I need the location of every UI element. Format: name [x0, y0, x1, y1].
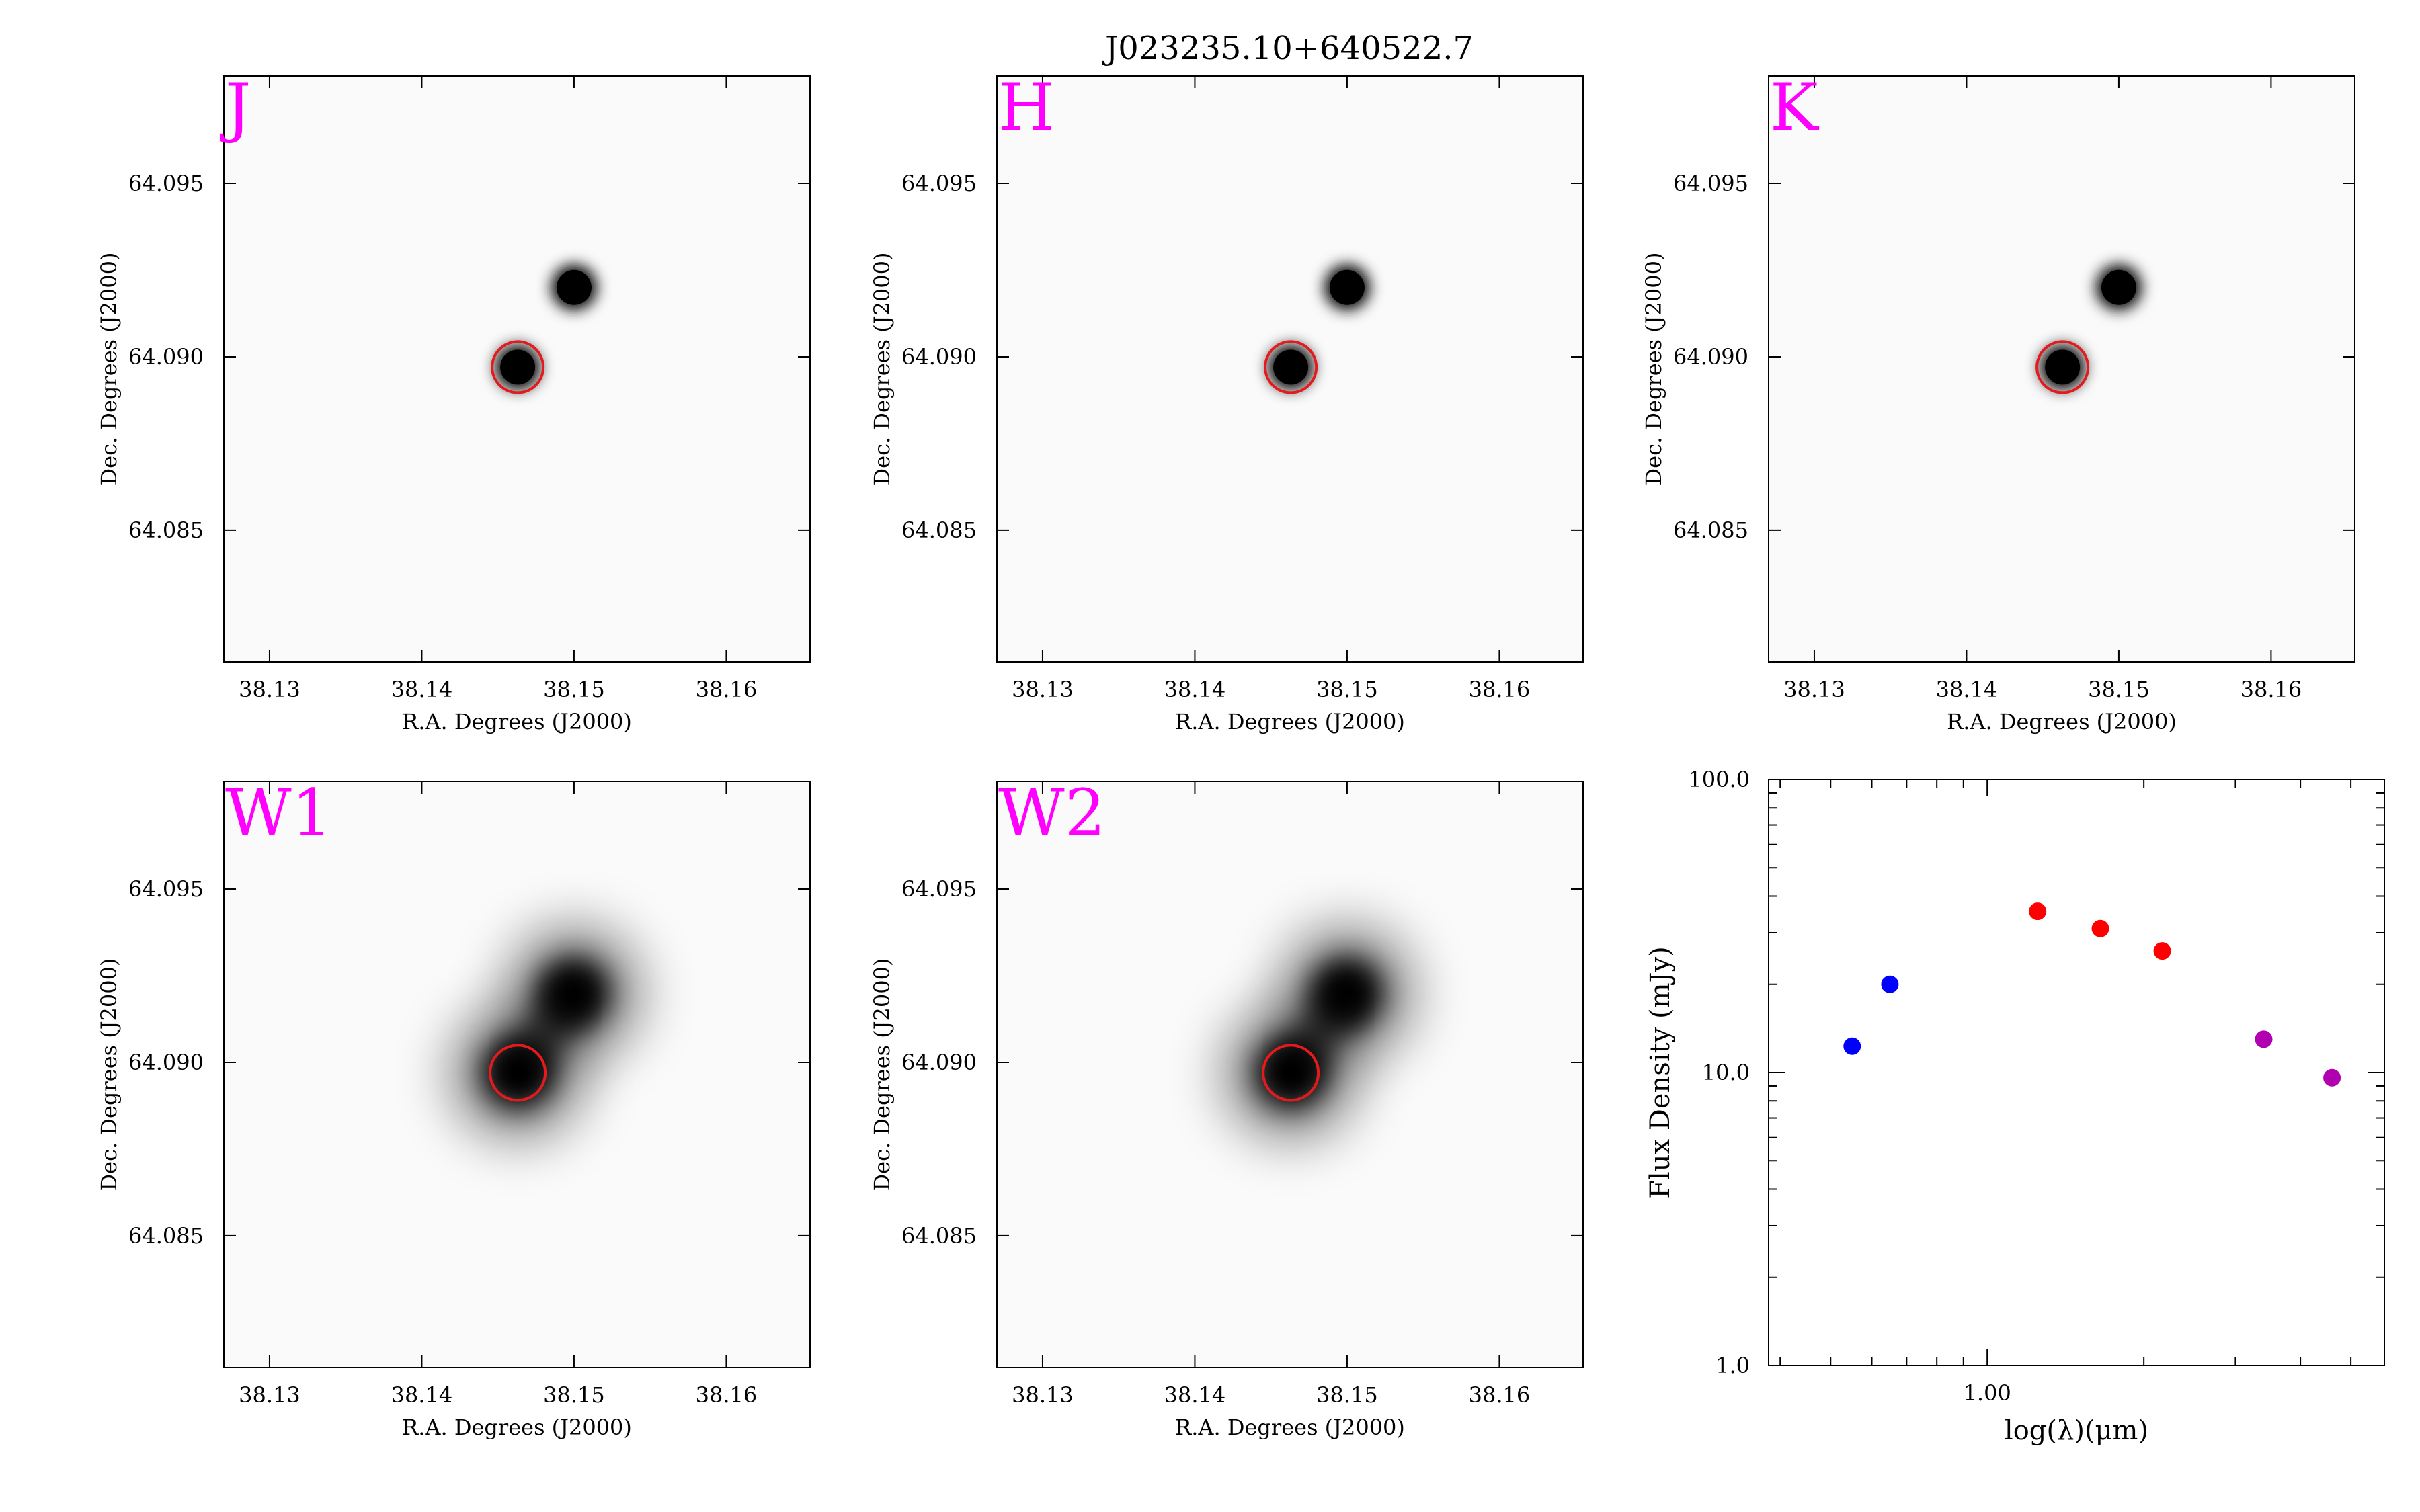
target-circle	[1264, 340, 1318, 394]
x-tick-label: 38.13	[1783, 677, 1845, 702]
target-circle	[489, 1044, 547, 1102]
x-tick-label: 38.16	[696, 1382, 758, 1408]
band-label: W2	[998, 775, 1106, 851]
image-stars	[1268, 264, 1370, 390]
y-tick-label: 64.095	[128, 876, 204, 902]
band-label: H	[998, 70, 1055, 145]
sed-chart: 1.0 10.0 100.0 1.00 log(λ)(μm) Flux Density (…	[1645, 767, 2385, 1446]
figure-title: J023235.10+640522.7	[1102, 30, 1474, 67]
band-label: K	[1770, 70, 1820, 145]
x-tick-label: 1.00	[1964, 1380, 2011, 1406]
y-axis-label: Dec. Degrees (J2000)	[96, 253, 122, 486]
data-point	[1881, 975, 1899, 993]
x-tick-label: 38.14	[391, 1382, 453, 1408]
y-tick-label: 64.095	[128, 171, 204, 196]
image-panel-w2: 38.13 38.14 38.15 38.16 64.095 64.090 64.085 R.…	[869, 775, 1584, 1440]
image-panel-k: 38.13 38.14 38.15 38.16 64.095 64.090 64.085 R.…	[1641, 70, 2355, 734]
data-point	[2091, 919, 2109, 937]
y-axis-label: Dec. Degrees (J2000)	[96, 958, 122, 1191]
image-panels: 38.13 38.14 38.15 38.16 64.095 64.090 64.085 R.…	[96, 70, 2355, 1440]
y-tick-label: 64.085	[128, 517, 204, 543]
star-bridge	[1271, 979, 1367, 1087]
panel-frame	[996, 75, 1584, 663]
x-tick-label: 38.13	[1012, 677, 1074, 702]
data-point	[2153, 942, 2171, 960]
y-axis-label: Dec. Degrees (J2000)	[869, 253, 895, 486]
data-point	[2029, 902, 2047, 921]
star-core	[556, 269, 592, 305]
x-tick-label: 38.15	[543, 1382, 605, 1408]
y-tick-label: 64.085	[901, 517, 977, 543]
y-tick-label: 64.090	[128, 344, 204, 370]
target-circle	[2035, 340, 2090, 394]
x-tick-label: 38.14	[1936, 677, 1998, 702]
star-bridge	[498, 979, 594, 1087]
y-tick-label: 64.085	[901, 1223, 977, 1249]
panel-frame	[1768, 75, 2355, 663]
y-tick-label: 64.095	[1673, 171, 1748, 196]
panel-frame	[996, 781, 1584, 1368]
x-axis-label: R.A. Degrees (J2000)	[1175, 1415, 1405, 1440]
x-tick-label: 38.16	[1469, 677, 1531, 702]
y-tick-label: 64.090	[901, 344, 977, 370]
y-tick-label: 64.090	[128, 1050, 204, 1075]
y-tick-label: 100.0	[1688, 767, 1750, 792]
image-stars	[2040, 264, 2142, 390]
y-axis-label: Flux Density (mJy)	[1645, 946, 1676, 1199]
x-axis-label: log(λ)(μm)	[2005, 1415, 2148, 1446]
sed-frame	[1768, 779, 2385, 1366]
star-core	[1273, 349, 1309, 385]
y-tick-label: 64.085	[128, 1223, 204, 1249]
x-tick-label: 38.16	[696, 677, 758, 702]
panel-frame	[223, 75, 811, 663]
y-tick-label: 64.090	[901, 1050, 977, 1075]
star-core	[1329, 269, 1365, 305]
y-axis-label: Dec. Degrees (J2000)	[869, 958, 895, 1191]
image-stars	[1227, 929, 1411, 1137]
target-circle	[1262, 1044, 1320, 1102]
x-tick-label: 38.13	[239, 677, 300, 702]
x-tick-label: 38.15	[2088, 677, 2150, 702]
target-circle	[491, 340, 545, 394]
x-tick-label: 38.15	[543, 677, 605, 702]
band-label: W1	[225, 775, 333, 851]
x-axis-label: R.A. Degrees (J2000)	[1175, 709, 1405, 734]
x-tick-label: 38.14	[1164, 1382, 1226, 1408]
data-point	[1843, 1037, 1861, 1055]
star-core	[2101, 269, 2136, 305]
y-tick-label: 1.0	[1716, 1353, 1750, 1378]
y-tick-label: 64.095	[901, 876, 977, 902]
image-panel-j: 38.13 38.14 38.15 38.16 64.095 64.090 64.085 R.…	[96, 70, 811, 734]
y-tick-label: 64.085	[1673, 517, 1748, 543]
y-tick-label: 10.0	[1702, 1060, 1750, 1085]
y-axis-label: Dec. Degrees (J2000)	[1641, 253, 1666, 486]
x-tick-label: 38.15	[1316, 677, 1378, 702]
x-axis-label: R.A. Degrees (J2000)	[402, 1415, 632, 1440]
image-panel-w1: 38.13 38.14 38.15 38.16 64.095 64.090 64.085 R.…	[96, 775, 811, 1440]
image-stars	[495, 264, 597, 390]
x-tick-label: 38.16	[1469, 1382, 1531, 1408]
x-tick-label: 38.13	[239, 1382, 300, 1408]
image-panel-h: 38.13 38.14 38.15 38.16 64.095 64.090 64.085 R.…	[869, 70, 1584, 734]
y-tick-label: 64.090	[1673, 344, 1748, 370]
star-core	[500, 349, 536, 385]
star-core	[2045, 349, 2081, 385]
x-tick-label: 38.14	[391, 677, 453, 702]
image-stars	[454, 929, 638, 1137]
x-tick-label: 38.16	[2241, 677, 2302, 702]
data-point	[2323, 1068, 2341, 1087]
y-tick-label: 64.095	[901, 171, 977, 196]
x-tick-label: 38.13	[1012, 1382, 1074, 1408]
x-axis-label: R.A. Degrees (J2000)	[402, 709, 632, 734]
x-tick-label: 38.15	[1316, 1382, 1378, 1408]
x-axis-label: R.A. Degrees (J2000)	[1947, 709, 2177, 734]
data-point	[2255, 1030, 2273, 1048]
x-tick-label: 38.14	[1164, 677, 1226, 702]
panel-frame	[223, 781, 811, 1368]
